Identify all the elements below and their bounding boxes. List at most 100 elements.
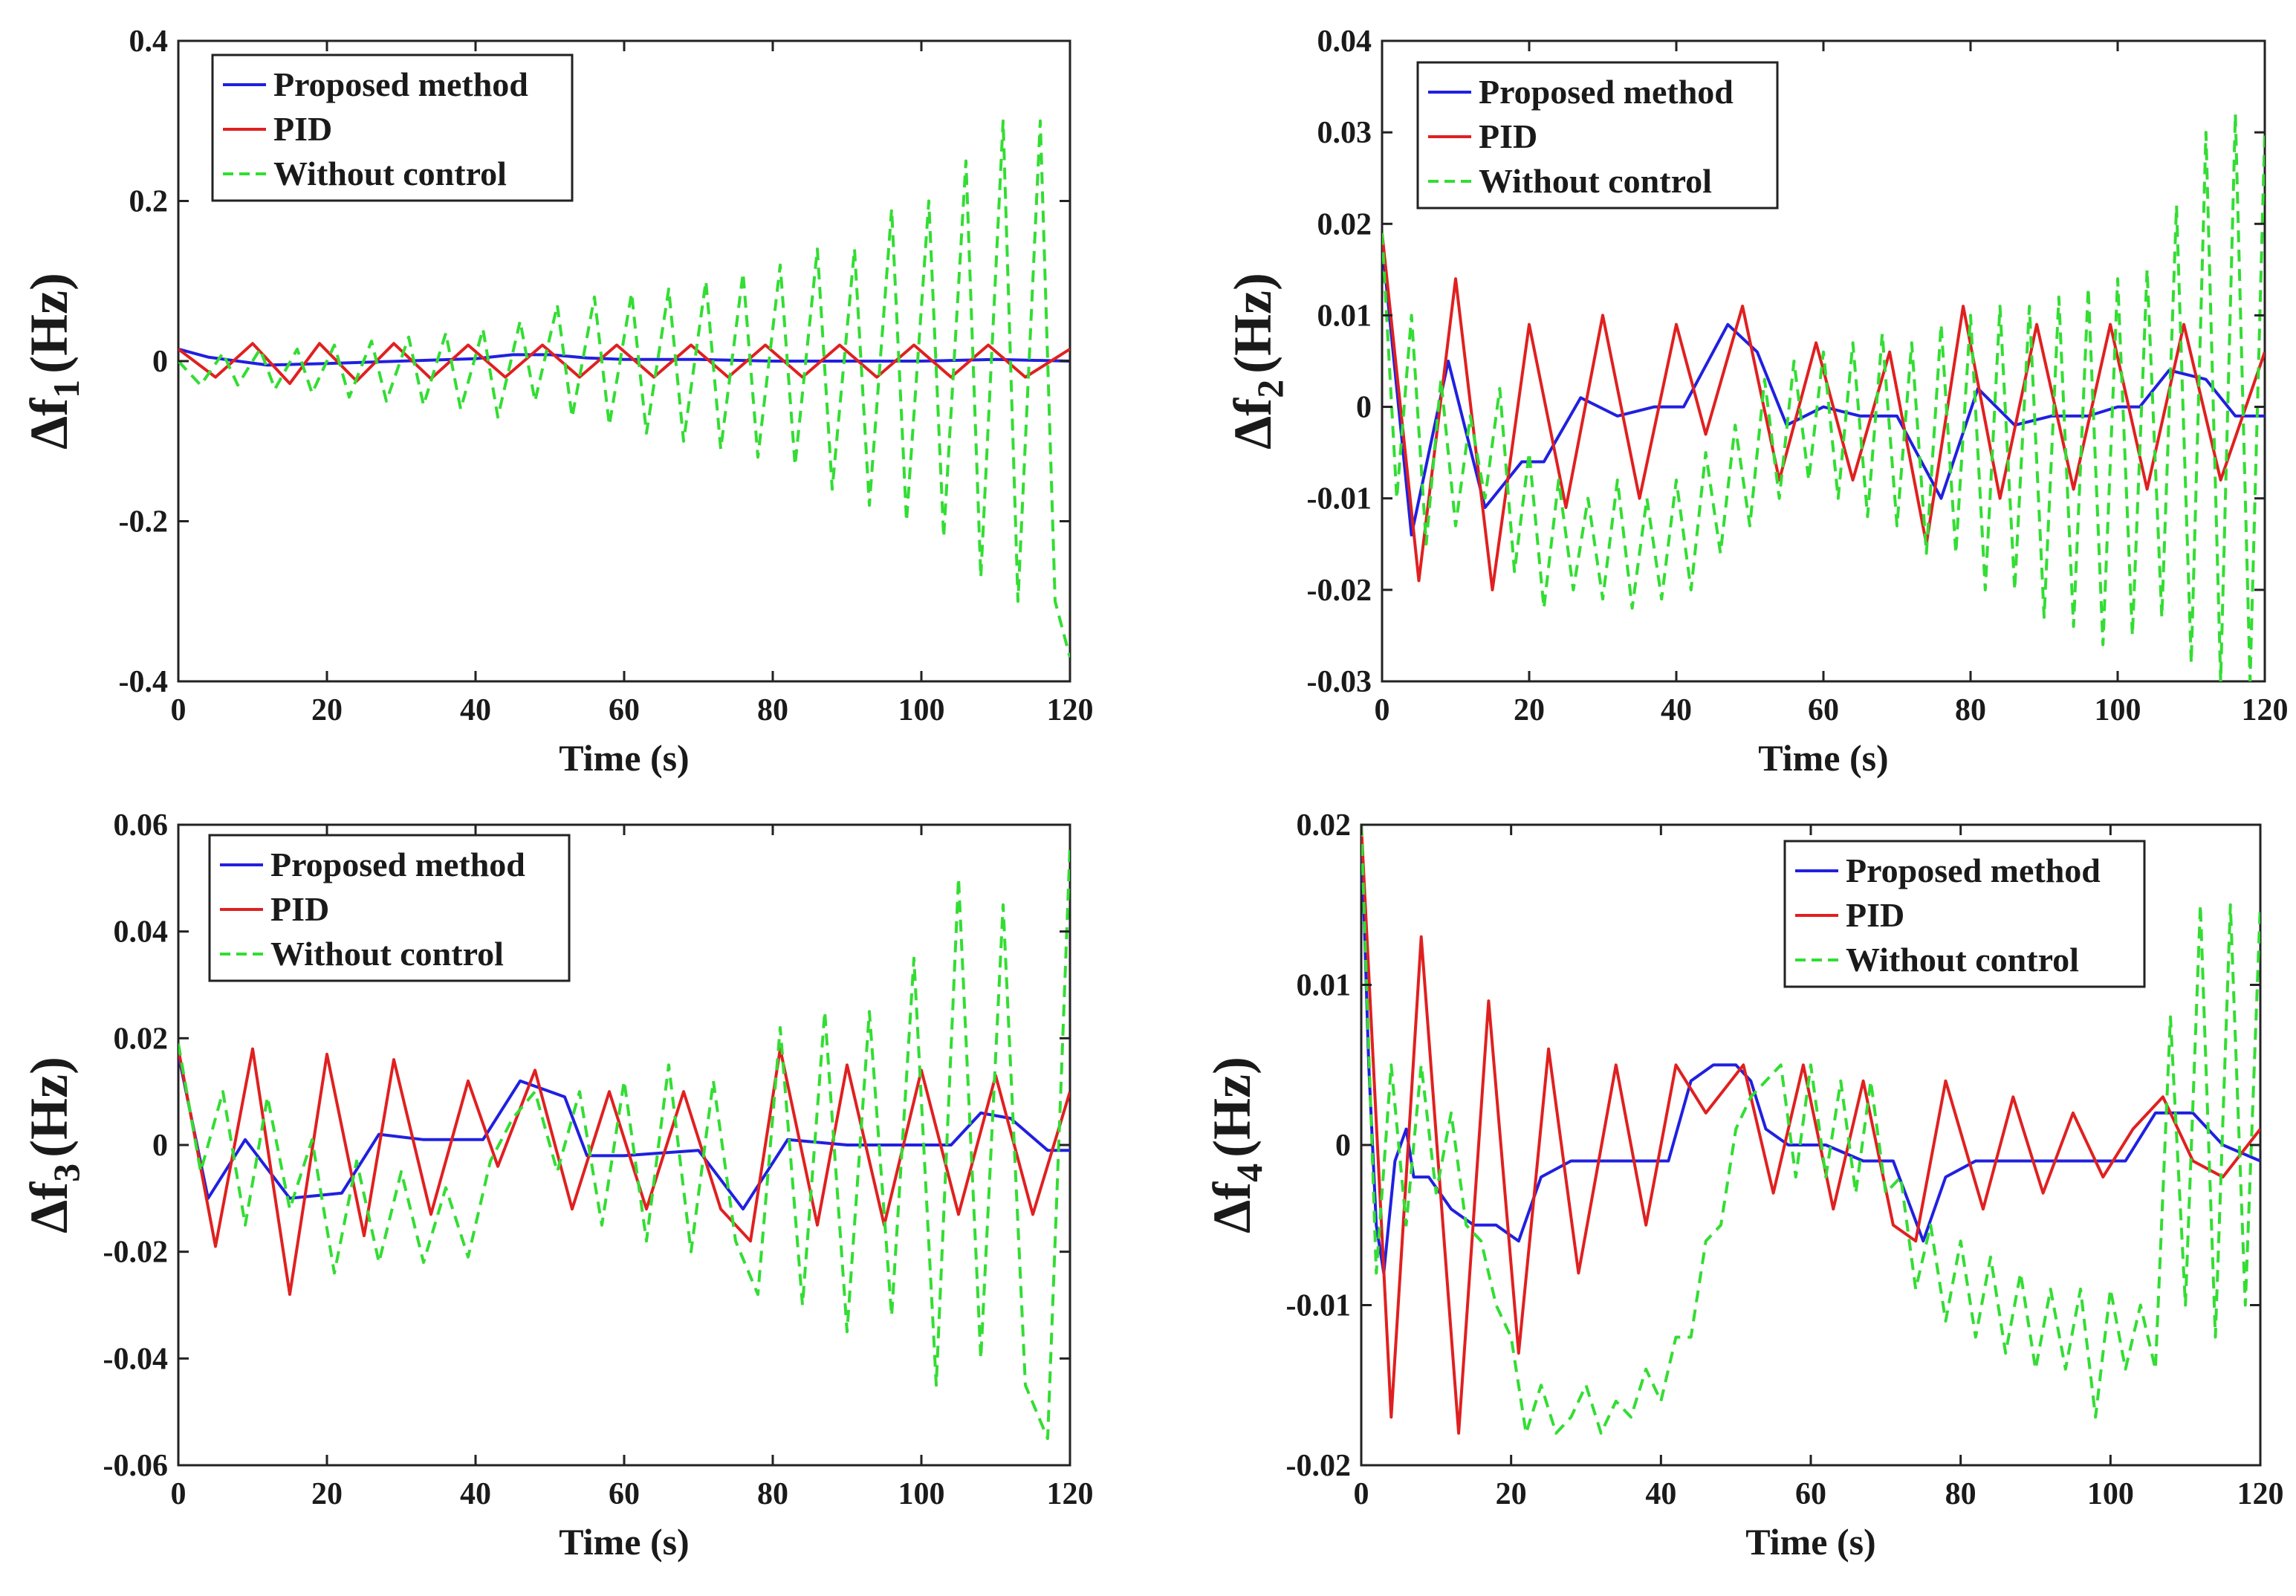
- y-tick-label: -0.01: [1307, 482, 1372, 516]
- y-tick-label: 0: [1335, 1129, 1351, 1163]
- chart-panel-1: 0 20 40 60 80 100 120 -0.4 -0.2 0 0.2 0.4 Time (s) Δf…: [19, 25, 1094, 779]
- y-axis-label-prefix: Δf: [1223, 398, 1282, 450]
- y-axis-label-subscript: 1: [45, 380, 87, 398]
- y-tick-label: -0.4: [119, 665, 169, 699]
- y-tick-label: -0.01: [1286, 1289, 1352, 1323]
- legend-label: Without control: [1479, 162, 1712, 200]
- x-axis-label: Time (s): [559, 737, 689, 779]
- y-axis-label-subscript: 3: [45, 1164, 87, 1182]
- legend-label: Without control: [1846, 941, 2079, 979]
- y-tick-label: 0: [1356, 391, 1372, 425]
- y-tick-label: 0.01: [1297, 969, 1352, 1003]
- y-axis-label-unit: (Hz): [19, 273, 79, 374]
- y-tick-label: 0: [152, 1129, 168, 1163]
- x-tick-label: 120: [2242, 693, 2289, 727]
- series-line-pid: [1361, 825, 2260, 1435]
- series-group: [1382, 112, 2265, 681]
- y-tick-label: 0.2: [129, 185, 169, 219]
- series-group: [1361, 825, 2260, 1435]
- legend-label: Proposed method: [1846, 851, 2101, 889]
- x-tick-label: 120: [1047, 693, 1094, 727]
- y-axis-label-unit: (Hz): [1223, 273, 1282, 374]
- x-tick-label: 40: [1645, 1477, 1676, 1511]
- y-axis-label-prefix: Δf: [1202, 1181, 1262, 1233]
- y-tick-label: -0.02: [103, 1236, 169, 1270]
- y-axis-label: Δf1 (Hz): [19, 273, 87, 450]
- y-axis-label: Δf4 (Hz): [1202, 1057, 1270, 1233]
- x-tick-label: 0: [1354, 1477, 1369, 1511]
- y-tick-label: -0.02: [1286, 1449, 1352, 1483]
- x-tick-label: 20: [311, 1477, 343, 1511]
- y-tick-label: -0.03: [1307, 665, 1372, 699]
- chart-panel-3: 0 20 40 60 80 100 120 -0.06 -0.04 -0.02 0 0.02 0.04 0…: [19, 808, 1094, 1563]
- y-tick-label: 0.01: [1317, 299, 1372, 333]
- x-tick-label: 0: [171, 1477, 187, 1511]
- x-tick-label: 100: [2087, 1477, 2134, 1511]
- legend-box: [208, 834, 571, 982]
- y-tick-label: 0.06: [114, 808, 169, 843]
- legend-label: Without control: [273, 155, 507, 192]
- x-tick-label: 20: [1496, 1477, 1527, 1511]
- x-tick-label: 0: [171, 693, 187, 727]
- legend-label: PID: [1479, 117, 1537, 155]
- x-tick-label: 40: [460, 1477, 491, 1511]
- legend-label: PID: [273, 110, 332, 148]
- y-tick-label: -0.2: [119, 505, 169, 539]
- series-group: [178, 119, 1070, 658]
- legend-label: PID: [270, 890, 329, 928]
- x-tick-label: 80: [757, 1477, 788, 1511]
- series-line-without-control: [178, 846, 1070, 1441]
- legend-label: Proposed method: [273, 65, 528, 103]
- y-tick-label: -0.02: [1307, 574, 1372, 608]
- legend-box: [1783, 840, 2146, 988]
- y-tick-label: 0.04: [114, 915, 169, 950]
- x-tick-label: 20: [1514, 693, 1545, 727]
- y-axis-label-unit: (Hz): [1202, 1057, 1262, 1158]
- chart-panel-2: 0 20 40 60 80 100 120 -0.03 -0.02 -0.01 0 0.01 0.02 0…: [1223, 25, 2289, 779]
- y-tick-label: -0.06: [103, 1449, 169, 1483]
- y-tick-label: 0.02: [114, 1022, 169, 1056]
- series-line-without-control: [1382, 112, 2265, 681]
- legend-label: Proposed method: [270, 846, 525, 883]
- y-axis-label-prefix: Δf: [19, 398, 79, 450]
- x-tick-label: 0: [1375, 693, 1390, 727]
- x-axis-label: Time (s): [1758, 737, 1888, 779]
- legend-label: Without control: [270, 935, 504, 973]
- x-axis-label: Time (s): [1745, 1521, 1875, 1563]
- x-tick-label: 40: [1661, 693, 1692, 727]
- legend: Proposed method PID Without control: [1416, 61, 1779, 210]
- legend-box: [1416, 61, 1779, 210]
- x-tick-label: 20: [311, 693, 343, 727]
- y-tick-label: 0.4: [129, 25, 169, 59]
- x-tick-label: 100: [898, 693, 945, 727]
- y-tick-label: 0.02: [1297, 808, 1352, 843]
- chart-panel-4: 0 20 40 60 80 100 120 -0.02 -0.01 0 0.01 0.02 Time (…: [1202, 808, 2284, 1563]
- series-line-without-control: [1361, 825, 2260, 1435]
- y-axis-label-subscript: 4: [1228, 1164, 1270, 1182]
- x-tick-label: 60: [1808, 693, 1839, 727]
- y-axis-label-unit: (Hz): [19, 1057, 79, 1158]
- series-line-proposed-method: [178, 1054, 1070, 1211]
- x-tick-label: 60: [1795, 1477, 1826, 1511]
- legend: Proposed method PID Without control: [211, 53, 574, 202]
- x-tick-label: 80: [1955, 693, 1986, 727]
- series-line-without-control: [178, 119, 1070, 658]
- x-tick-label: 60: [609, 1477, 640, 1511]
- y-axis-label-prefix: Δf: [19, 1181, 79, 1233]
- series-line-pid: [1382, 233, 2265, 591]
- legend: Proposed method PID Without control: [208, 834, 571, 982]
- y-tick-label: -0.04: [103, 1342, 169, 1376]
- series-line-pid: [178, 342, 1070, 386]
- y-axis-label: Δf2 (Hz): [1223, 273, 1291, 450]
- y-tick-label: 0.03: [1317, 116, 1372, 150]
- y-tick-label: 0.02: [1317, 207, 1372, 241]
- series-group: [178, 846, 1070, 1441]
- series-line-pid: [178, 1047, 1070, 1297]
- x-tick-label: 120: [1047, 1477, 1094, 1511]
- x-axis-label: Time (s): [559, 1521, 689, 1563]
- x-tick-label: 100: [2095, 693, 2141, 727]
- y-axis-label-subscript: 2: [1249, 380, 1291, 398]
- x-tick-label: 40: [460, 693, 491, 727]
- x-tick-label: 80: [757, 693, 788, 727]
